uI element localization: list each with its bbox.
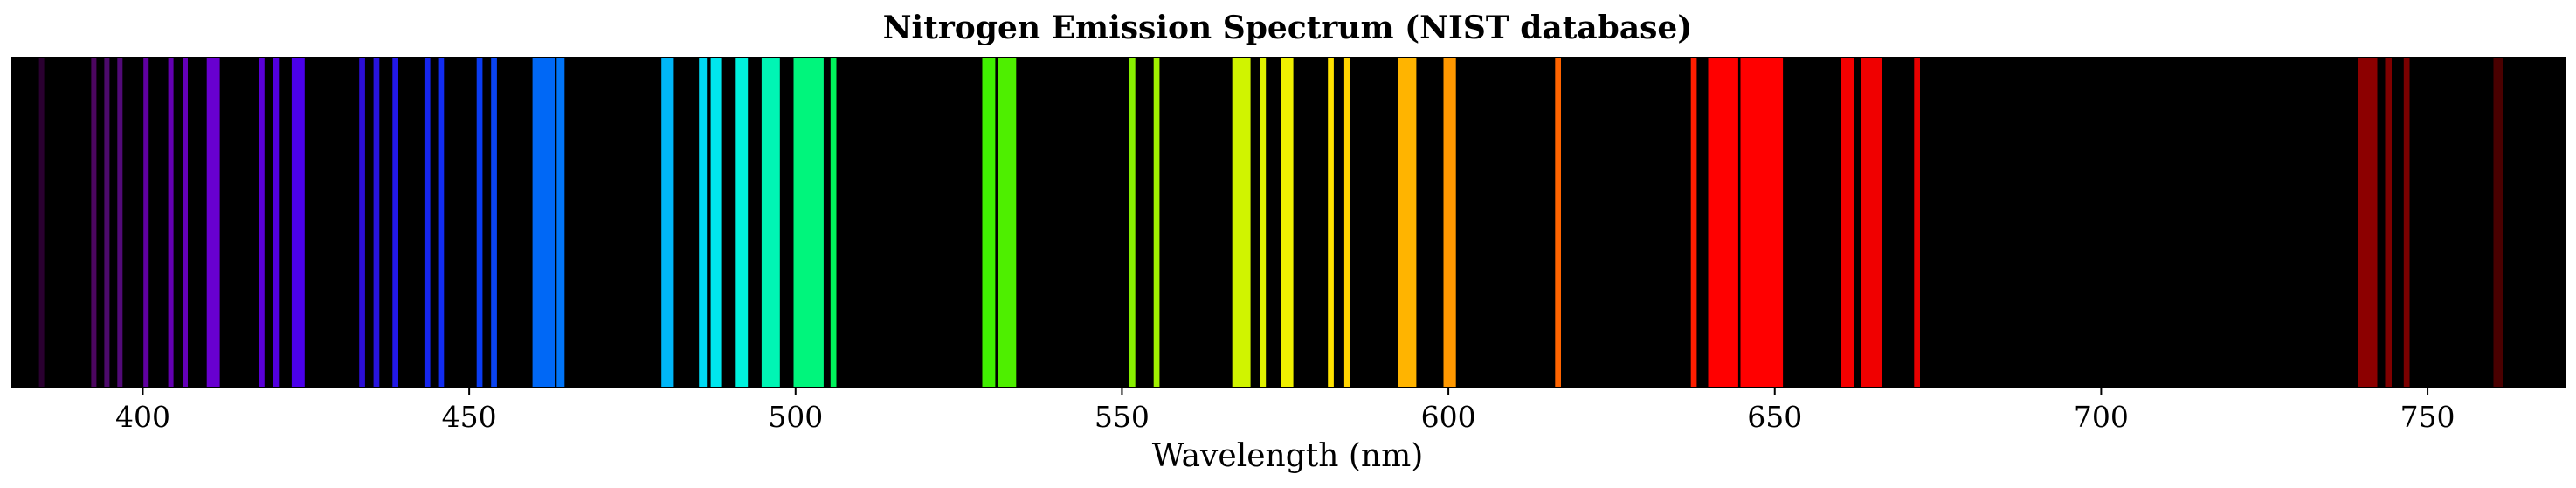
emission-line-18 <box>532 58 555 388</box>
emission-line-5 <box>168 58 174 388</box>
x-tick-label: 750 <box>2400 400 2455 434</box>
emission-line-22 <box>710 58 722 388</box>
x-tick-label: 500 <box>768 400 823 434</box>
emission-line-46 <box>2385 58 2392 388</box>
emission-line-43 <box>1861 58 1882 388</box>
emission-line-1 <box>91 58 97 388</box>
emission-line-30 <box>1153 58 1160 388</box>
emission-line-6 <box>183 58 188 388</box>
emission-line-42 <box>1841 58 1854 388</box>
emission-line-7 <box>206 58 220 388</box>
emission-line-38 <box>1555 58 1561 388</box>
x-tick-label: 650 <box>1747 400 1802 434</box>
emission-line-15 <box>438 58 445 388</box>
emission-line-8 <box>259 58 265 388</box>
emission-line-2 <box>104 58 110 388</box>
chart-title: Nitrogen Emission Spectrum (NIST databas… <box>883 10 1693 46</box>
emission-line-36 <box>1398 58 1417 388</box>
plot-frame <box>11 57 2566 388</box>
emission-line-3 <box>117 58 123 388</box>
emission-line-24 <box>761 58 780 388</box>
emission-line-21 <box>699 58 708 388</box>
emission-line-41 <box>1740 58 1784 388</box>
emission-line-0 <box>38 58 45 388</box>
emission-line-39 <box>1690 58 1697 388</box>
x-tick-label: 450 <box>442 400 497 434</box>
emission-line-28 <box>998 58 1017 388</box>
emission-line-17 <box>491 58 497 388</box>
emission-line-47 <box>2403 58 2410 388</box>
emission-line-25 <box>793 58 824 388</box>
x-tick-label: 700 <box>2074 400 2129 434</box>
x-axis: 400 450 500 550 600 650 700 750 <box>115 388 2455 434</box>
emission-line-10 <box>291 58 305 388</box>
emission-line-31 <box>1232 58 1251 388</box>
emission-line-34 <box>1328 58 1334 388</box>
emission-line-32 <box>1260 58 1267 388</box>
emission-line-29 <box>1129 58 1136 388</box>
emission-line-33 <box>1281 58 1294 388</box>
emission-line-35 <box>1343 58 1350 388</box>
emission-line-44 <box>1914 58 1920 388</box>
emission-line-45 <box>2358 58 2378 388</box>
emission-lines <box>38 58 2503 388</box>
emission-line-16 <box>476 58 483 388</box>
emission-line-13 <box>392 58 398 388</box>
emission-line-23 <box>735 58 749 388</box>
x-axis-label: Wavelength (nm) <box>1152 438 1424 474</box>
emission-line-9 <box>273 58 280 388</box>
emission-line-26 <box>830 58 837 388</box>
emission-line-37 <box>1443 58 1456 388</box>
emission-line-27 <box>982 58 996 388</box>
emission-line-14 <box>424 58 431 388</box>
x-tick-label: 600 <box>1421 400 1476 434</box>
emission-line-48 <box>2493 58 2503 388</box>
emission-line-40 <box>1708 58 1738 388</box>
emission-line-4 <box>143 58 149 388</box>
emission-line-12 <box>373 58 380 388</box>
x-tick-label: 400 <box>115 400 170 434</box>
emission-line-11 <box>359 58 365 388</box>
emission-line-19 <box>556 58 565 388</box>
x-tick-label: 550 <box>1095 400 1150 434</box>
emission-line-20 <box>661 58 674 388</box>
